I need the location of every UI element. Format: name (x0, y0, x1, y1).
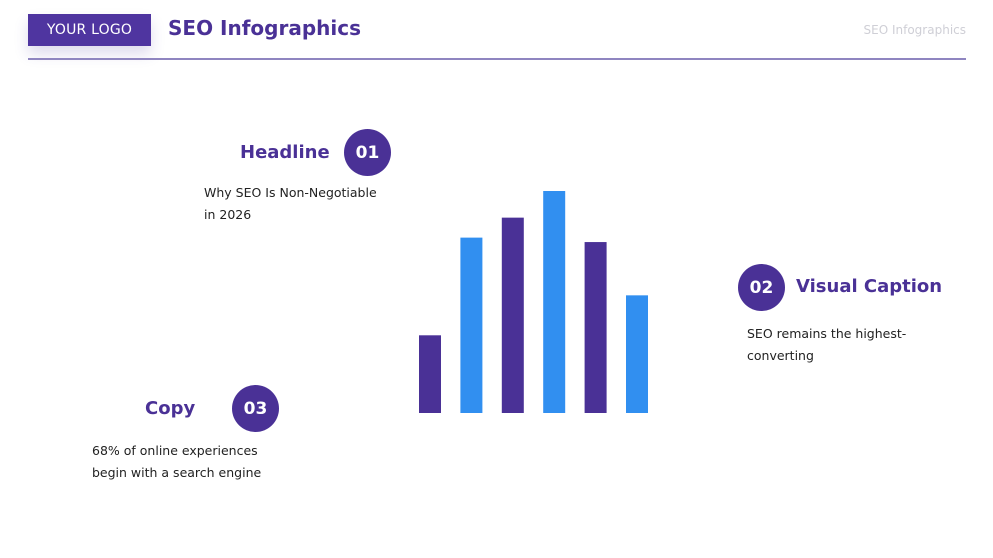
item-1-text-line1: Why SEO Is Non-Negotiable (204, 185, 377, 200)
header-divider (28, 58, 966, 60)
bar-1 (419, 335, 441, 413)
item-3-text: 68% of online experiences begin with a s… (92, 440, 261, 484)
corner-label: SEO Infographics (863, 23, 966, 37)
item-3-text-line2: begin with a search engine (92, 465, 262, 480)
item-2-number-badge: 02 (738, 264, 785, 311)
logo: YOUR LOGO (28, 14, 151, 46)
page-title: SEO Infographics (168, 16, 361, 40)
item-2-text-line2: converting (747, 348, 814, 363)
item-2-text: SEO remains the highest- converting (747, 323, 906, 367)
item-2-text-line1: SEO remains the highest- (747, 326, 907, 341)
item-2-heading: Visual Caption (796, 276, 943, 297)
bar-2 (460, 237, 483, 413)
item-1-number-badge: 01 (344, 129, 391, 176)
item-3-text-line1: 68% of online experiences (92, 443, 258, 458)
item-1-text: Why SEO Is Non-Negotiable in 2026 (204, 182, 377, 226)
item-3-number-badge: 03 (232, 385, 279, 432)
bar-4 (543, 191, 566, 413)
bar-3 (501, 217, 524, 413)
bar-5 (584, 242, 607, 413)
bar-6 (626, 295, 648, 413)
item-3-heading: Copy (145, 398, 196, 419)
item-1-text-line2: in 2026 (204, 207, 252, 222)
item-1-heading: Headline (240, 142, 330, 163)
